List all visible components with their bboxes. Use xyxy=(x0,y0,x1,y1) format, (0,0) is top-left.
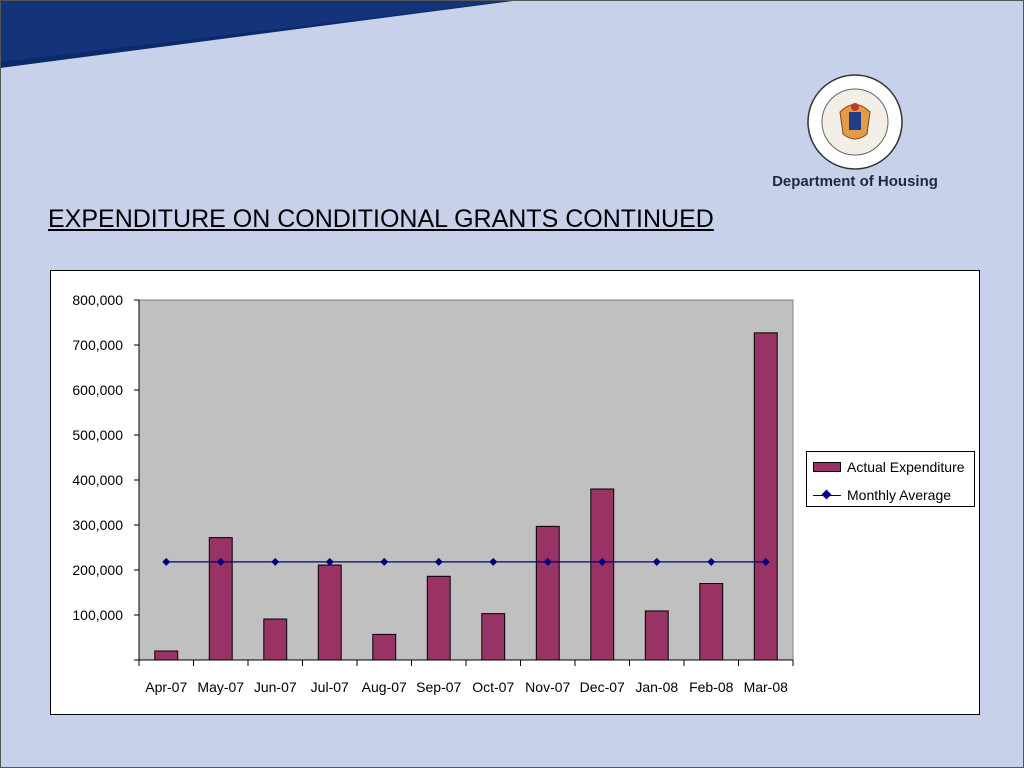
header-banner xyxy=(0,0,520,68)
bar-chart: 100,000 200,000 300,000 400,000 500,000 600,0… xyxy=(72,292,794,695)
x-tick-label: Mar-08 xyxy=(744,679,789,695)
bar-jul-07 xyxy=(317,564,342,661)
bar-jan-08 xyxy=(644,610,669,661)
x-tick-label: Dec-07 xyxy=(580,679,625,695)
legend-item-actual: Actual Expenditure xyxy=(813,457,965,477)
average-point-jul-07 xyxy=(325,557,334,566)
legend-item-average: Monthly Average xyxy=(813,485,951,505)
org-name: Department of Housing xyxy=(772,173,938,190)
bar-oct-07 xyxy=(481,613,506,661)
y-tick-label: 400,000 xyxy=(72,472,123,488)
average-point-oct-07 xyxy=(489,557,498,566)
average-point-nov-07 xyxy=(543,557,552,566)
y-tick-label: 700,000 xyxy=(72,337,123,353)
y-tick-label: 300,000 xyxy=(72,517,123,533)
average-point-sep-07 xyxy=(434,557,443,566)
x-tick-label: Oct-07 xyxy=(472,679,514,695)
x-tick-label: Feb-08 xyxy=(689,679,734,695)
x-tick-label: Sep-07 xyxy=(416,679,461,695)
average-point-mar-08 xyxy=(761,557,770,566)
average-point-feb-08 xyxy=(707,557,716,566)
average-point-may-07 xyxy=(216,557,225,566)
x-tick-label: May-07 xyxy=(197,679,244,695)
bar-dec-07 xyxy=(590,488,615,661)
y-tick-label: 500,000 xyxy=(72,427,123,443)
x-tick-label: Jul-07 xyxy=(311,679,349,695)
x-tick-label: Nov-07 xyxy=(525,679,570,695)
bar-sep-07 xyxy=(426,575,451,661)
chart-legend: Actual Expenditure Monthly Average xyxy=(806,451,975,507)
bar-swatch xyxy=(813,462,841,472)
x-tick-label: Apr-07 xyxy=(145,679,187,695)
average-point-jun-07 xyxy=(271,557,280,566)
plot-area xyxy=(138,299,794,661)
legend-label: Actual Expenditure xyxy=(847,459,965,475)
y-tick-label: 100,000 xyxy=(72,607,123,623)
legend-label: Monthly Average xyxy=(847,487,952,503)
average-point-apr-07 xyxy=(162,557,171,566)
average-point-jan-08 xyxy=(652,557,661,566)
y-tick-label: 200,000 xyxy=(72,562,123,578)
y-tick-label: 800,000 xyxy=(72,292,123,308)
bar-feb-08 xyxy=(699,583,724,661)
bar-jun-07 xyxy=(263,618,288,661)
chart-container: 100,000 200,000 300,000 400,000 500,000 600,0… xyxy=(50,270,980,715)
slide-title: EXPENDITURE ON CONDITIONAL GRANTS CONTIN… xyxy=(48,205,714,233)
line-marker-swatch xyxy=(813,489,841,501)
bar-nov-07 xyxy=(535,525,560,661)
average-point-aug-07 xyxy=(380,557,389,566)
bar-may-07 xyxy=(208,537,233,661)
bar-aug-07 xyxy=(372,633,397,661)
y-tick-label: 600,000 xyxy=(72,382,123,398)
average-point-dec-07 xyxy=(598,557,607,566)
gauteng-logo xyxy=(805,72,905,172)
x-tick-label: Aug-07 xyxy=(362,679,407,695)
bar-apr-07 xyxy=(154,650,179,661)
x-tick-label: Jan-08 xyxy=(635,679,678,695)
bar-mar-08 xyxy=(753,332,778,661)
x-tick-label: Jun-07 xyxy=(254,679,297,695)
